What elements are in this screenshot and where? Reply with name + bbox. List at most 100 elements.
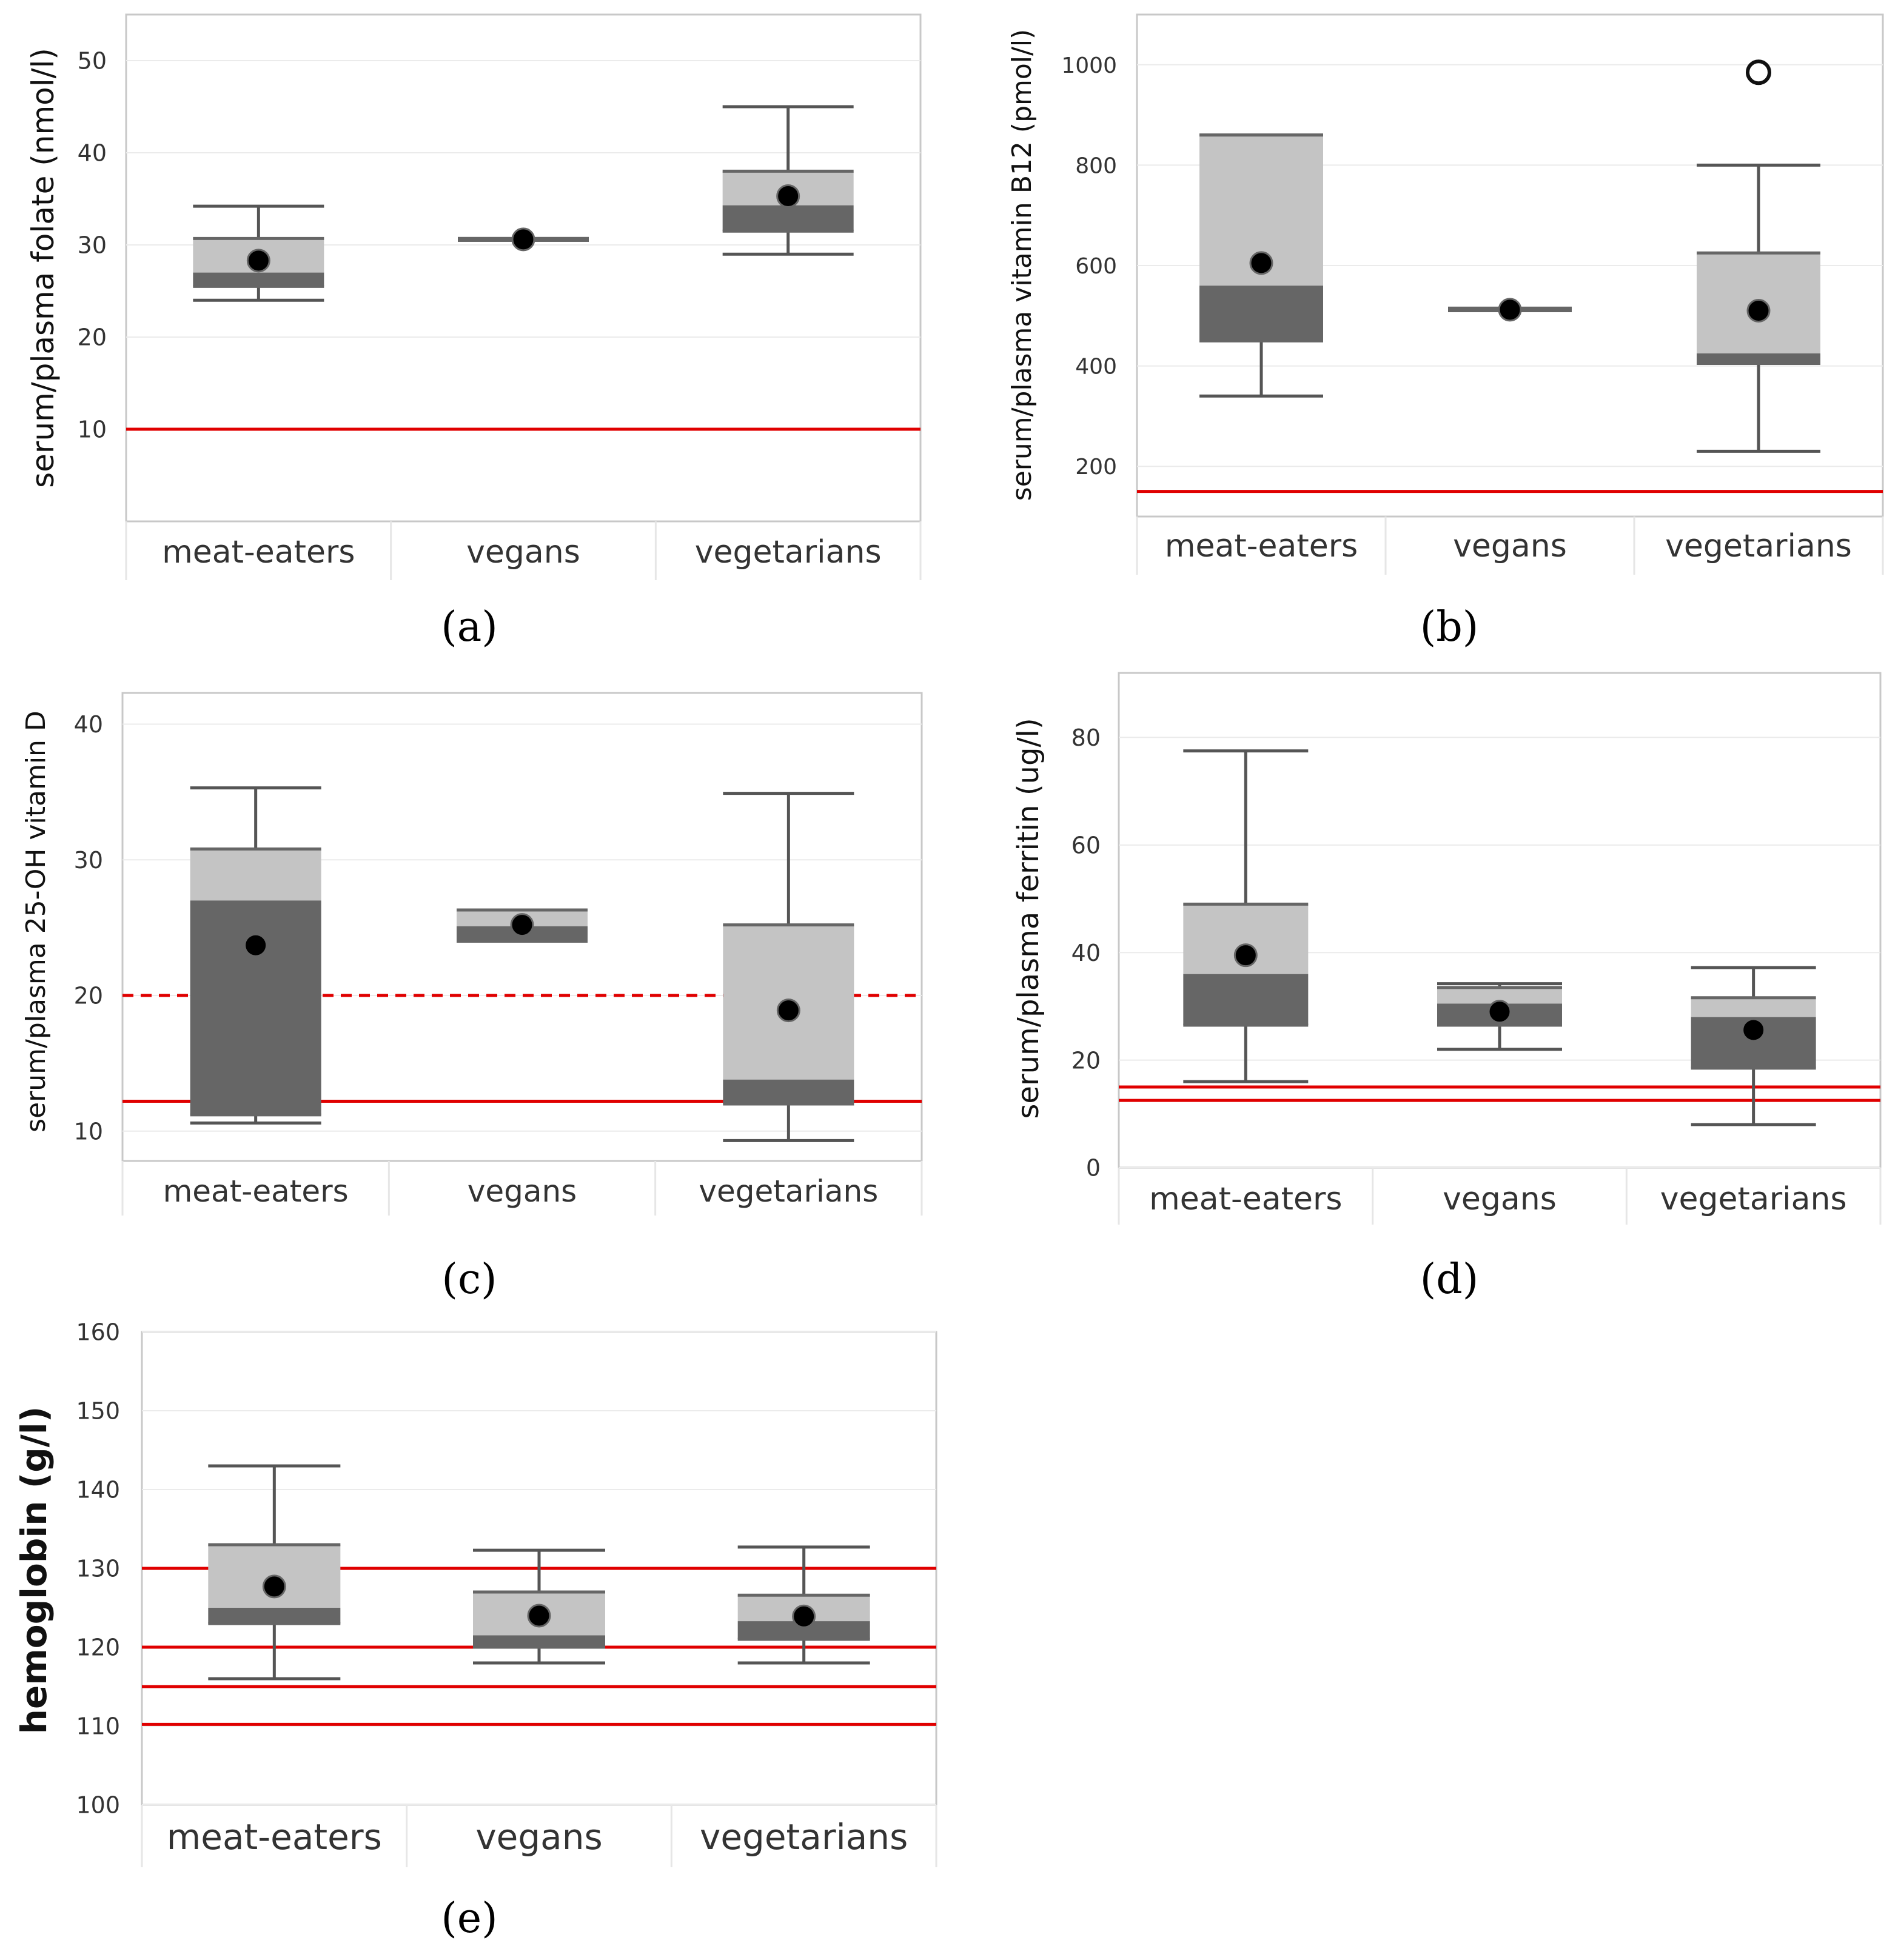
category-label: vegans — [466, 534, 580, 570]
boxes — [208, 1464, 870, 1681]
boxes — [1183, 749, 1816, 1126]
y-tick-label: 110 — [76, 1713, 120, 1740]
y-tick-label: 130 — [76, 1556, 120, 1582]
y-tick-label: 20 — [74, 983, 103, 1009]
y-tick-label: 20 — [1071, 1047, 1101, 1074]
category-cells — [125, 521, 922, 580]
y-tick-label: 150 — [76, 1398, 120, 1425]
mean-marker — [511, 227, 535, 252]
category-label: vegans — [475, 1816, 602, 1858]
y-axis-ticks: 10 20 30 40 — [74, 711, 103, 1145]
y-tick-label: 10 — [78, 416, 107, 443]
category-label: vegetarians — [1660, 1181, 1847, 1217]
panel-c: 10 20 30 40 meat-eaters vegans vegetarians se… — [21, 692, 923, 1303]
category-cells — [1118, 1168, 1882, 1225]
y-axis-ticks: 10 20 30 40 50 — [78, 48, 107, 443]
panel-d: 0 20 40 60 80 meat-eaters vegans vegetarians s… — [1011, 672, 1882, 1303]
mean-marker — [510, 913, 534, 937]
panel-label: (c) — [441, 1256, 497, 1303]
box-vegans — [457, 908, 588, 943]
box-meat-eaters — [190, 786, 321, 1125]
outlier-marker — [1746, 59, 1771, 85]
mean-marker — [792, 1604, 816, 1628]
y-tick-label: 160 — [76, 1319, 120, 1346]
y-axis-label: serum/plasma 25-OH vitamin D — [21, 711, 52, 1132]
lower-box — [1697, 353, 1820, 364]
y-tick-label: 10 — [74, 1118, 103, 1145]
category-label: meat-eaters — [1165, 528, 1358, 564]
box-vegans — [473, 1548, 605, 1665]
x-axis-categories: meat-eaters vegans vegetarians — [1149, 1181, 1846, 1217]
boxes — [190, 786, 854, 1142]
category-label: meat-eaters — [1149, 1181, 1342, 1217]
y-tick-label: 60 — [1071, 832, 1101, 859]
lower-box — [723, 1079, 854, 1105]
mean-marker — [776, 998, 800, 1023]
category-label: vegans — [1443, 1181, 1557, 1217]
box-meat-eaters — [208, 1464, 341, 1681]
category-label: vegetarians — [1665, 528, 1852, 564]
y-tick-label: 80 — [1071, 724, 1101, 751]
panel-b: 200 400 600 800 1000 meat-eaters vegans vegeta… — [1007, 13, 1884, 651]
y-tick-label: 1000 — [1061, 53, 1117, 78]
y-tick-label: 40 — [74, 711, 103, 738]
mean-marker — [262, 1574, 286, 1599]
category-label: vegetarians — [700, 1816, 908, 1858]
mean-marker — [527, 1604, 551, 1628]
mean-marker — [1746, 299, 1771, 323]
lower-box — [208, 1608, 341, 1624]
panel-label: (a) — [441, 603, 498, 651]
y-tick-label: 800 — [1075, 153, 1117, 178]
y-axis-ticks: 0 20 40 60 80 — [1071, 724, 1101, 1182]
y-tick-label: 200 — [1075, 455, 1117, 480]
y-tick-label: 50 — [78, 48, 107, 75]
mean-marker — [1233, 943, 1258, 968]
mean-marker — [244, 933, 268, 957]
x-axis-categories: meat-eaters vegans vegetarians — [162, 534, 881, 570]
mean-marker — [1742, 1018, 1766, 1042]
y-axis-ticks: 200 400 600 800 1000 — [1061, 53, 1117, 480]
y-axis-label: hemoglobin (g/l) — [13, 1406, 55, 1734]
y-axis-label: serum/plasma folate (nmol/l) — [25, 48, 61, 488]
plot-frame — [125, 13, 922, 523]
mean-marker — [1249, 251, 1273, 275]
lower-box — [190, 900, 321, 1115]
box-meat-eaters — [1183, 749, 1309, 1083]
y-axis-label: serum/plasma ferritin (ug/l) — [1011, 718, 1045, 1119]
box-vegetarians — [1691, 966, 1816, 1126]
lower-box — [1199, 286, 1323, 341]
y-tick-label: 140 — [76, 1477, 120, 1503]
y-tick-label: 30 — [74, 847, 103, 874]
box-vegetarians — [1697, 163, 1820, 453]
y-tick-label: 40 — [1071, 940, 1101, 966]
x-axis-categories: meat-eaters vegans vegetarians — [167, 1816, 908, 1858]
panel-label: (e) — [441, 1895, 497, 1942]
plot-frame — [121, 692, 923, 1162]
y-tick-label: 400 — [1075, 355, 1117, 380]
y-tick-label: 600 — [1075, 254, 1117, 279]
category-label: meat-eaters — [163, 1174, 349, 1209]
lower-box — [722, 205, 854, 232]
lower-box — [473, 1635, 605, 1647]
y-tick-label: 100 — [76, 1792, 120, 1819]
y-tick-label: 40 — [78, 140, 107, 167]
category-label: vegans — [1453, 528, 1567, 564]
panel-e: 100 110 120 130 140 150 160 meat-eaters vegans v… — [13, 1319, 937, 1942]
box-vegetarians — [737, 1545, 870, 1665]
category-label: vegetarians — [695, 534, 882, 570]
y-axis-label: serum/plasma vitamin B12 (pmol/l) — [1007, 29, 1038, 501]
category-cells — [121, 1161, 923, 1216]
lower-box — [1183, 974, 1309, 1025]
mean-marker — [776, 184, 800, 208]
panel-label: (d) — [1420, 1256, 1479, 1303]
mean-marker — [1498, 298, 1522, 322]
x-axis-categories: meat-eaters vegans vegetarians — [1165, 528, 1852, 564]
boxes — [1199, 59, 1820, 453]
category-label: vegans — [468, 1174, 577, 1209]
upper-box — [190, 849, 321, 901]
category-label: vegetarians — [699, 1174, 878, 1209]
y-tick-label: 20 — [78, 324, 107, 351]
mean-marker — [1487, 1000, 1512, 1024]
